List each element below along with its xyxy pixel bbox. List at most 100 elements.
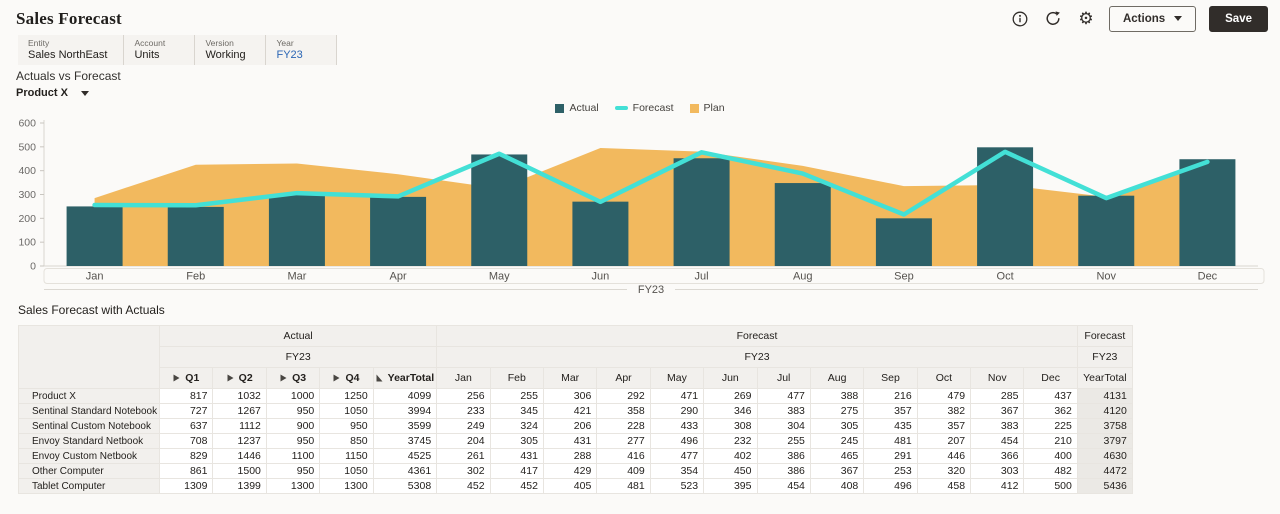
grid-cell[interactable]: 1309 xyxy=(159,478,214,494)
grid-cell[interactable]: 829 xyxy=(159,448,214,464)
grid-cell[interactable]: 1112 xyxy=(212,418,267,434)
grid-cell[interactable]: 481 xyxy=(863,433,918,449)
grid-cell-yeartotal[interactable]: 4120 xyxy=(1076,403,1133,419)
grid-cell[interactable]: 204 xyxy=(436,433,491,449)
grid-cell[interactable]: 1032 xyxy=(212,388,267,404)
grid-cell[interactable]: 4525 xyxy=(372,448,438,464)
grid-cell[interactable]: 228 xyxy=(596,418,651,434)
grid-cell[interactable]: 481 xyxy=(596,478,651,494)
save-button[interactable]: Save xyxy=(1209,5,1268,32)
grid-cell[interactable]: 306 xyxy=(542,388,598,404)
grid-cell[interactable]: 5308 xyxy=(372,478,438,494)
grid-cell[interactable]: 245 xyxy=(809,433,865,449)
grid-cell[interactable]: 362 xyxy=(1023,403,1078,419)
grid-cell-yeartotal[interactable]: 3797 xyxy=(1076,433,1133,449)
grid-cell[interactable]: 1300 xyxy=(319,478,374,494)
grid-cell[interactable]: 290 xyxy=(649,403,705,419)
grid-cell[interactable]: 408 xyxy=(809,478,865,494)
grid-cell[interactable]: 402 xyxy=(703,448,758,464)
column-header-apr[interactable]: Apr xyxy=(596,367,651,389)
grid-cell[interactable]: 382 xyxy=(916,403,972,419)
legend-item-plan[interactable]: Plan xyxy=(689,102,725,114)
grid-cell[interactable]: 405 xyxy=(542,478,598,494)
grid-cell[interactable]: 429 xyxy=(542,463,598,479)
grid-cell[interactable]: 277 xyxy=(596,433,651,449)
column-header-nov[interactable]: Nov xyxy=(970,367,1025,389)
grid-cell[interactable]: 433 xyxy=(649,418,705,434)
grid-cell-yeartotal[interactable]: 3758 xyxy=(1076,418,1133,434)
grid-cell[interactable]: 850 xyxy=(319,433,374,449)
grid-cell[interactable]: 358 xyxy=(596,403,651,419)
row-header-envoy-standard-netbook[interactable]: Envoy Standard Netbook xyxy=(17,433,161,449)
row-header-tablet-computer[interactable]: Tablet Computer xyxy=(17,478,161,494)
grid-cell[interactable]: 950 xyxy=(265,403,321,419)
pov-segment-version[interactable]: Version Working xyxy=(195,35,267,65)
actions-button[interactable]: Actions xyxy=(1108,5,1197,32)
grid-cell[interactable]: 308 xyxy=(703,418,758,434)
grid-cell[interactable]: 416 xyxy=(596,448,651,464)
grid-cell[interactable]: 1399 xyxy=(212,478,267,494)
grid-cell[interactable]: 292 xyxy=(596,388,651,404)
grid-cell[interactable]: 477 xyxy=(756,388,811,404)
grid-cell[interactable]: 210 xyxy=(1023,433,1078,449)
actual-bar-aug[interactable] xyxy=(774,183,831,266)
pov-segment-account[interactable]: Account Units xyxy=(124,35,196,65)
grid-cell[interactable]: 454 xyxy=(970,433,1025,449)
row-header-product-x[interactable]: Product X xyxy=(17,388,161,404)
grid-cell[interactable]: 269 xyxy=(703,388,758,404)
product-member-selector[interactable]: Product X xyxy=(16,87,89,99)
grid-cell[interactable]: 345 xyxy=(489,403,544,419)
grid-cell[interactable]: 225 xyxy=(1023,418,1078,434)
grid-cell[interactable]: 4361 xyxy=(372,463,438,479)
column-header-q4[interactable]: Q4 xyxy=(319,367,374,389)
grid-cell[interactable]: 324 xyxy=(489,418,544,434)
month-axis-band[interactable] xyxy=(43,268,1265,284)
grid-cell[interactable]: 354 xyxy=(649,463,705,479)
grid-cell[interactable]: 357 xyxy=(916,418,972,434)
grid-cell[interactable]: 523 xyxy=(649,478,705,494)
grid-cell-yeartotal[interactable]: 4630 xyxy=(1076,448,1133,464)
grid-cell[interactable]: 496 xyxy=(863,478,918,494)
actual-bar-jan[interactable] xyxy=(66,206,123,266)
column-header-jun[interactable]: Jun xyxy=(703,367,758,389)
grid-cell[interactable]: 950 xyxy=(265,433,321,449)
grid-cell[interactable]: 1050 xyxy=(319,463,374,479)
grid-cell[interactable]: 1100 xyxy=(265,448,321,464)
grid-cell-yeartotal[interactable]: 4472 xyxy=(1076,463,1133,479)
grid-cell[interactable]: 1300 xyxy=(265,478,321,494)
expand-icon[interactable] xyxy=(227,373,234,385)
grid-cell[interactable]: 395 xyxy=(703,478,758,494)
grid-cell[interactable]: 1267 xyxy=(212,403,267,419)
grid-cell[interactable]: 452 xyxy=(436,478,491,494)
collapse-icon[interactable] xyxy=(376,373,383,385)
legend-item-actual[interactable]: Actual xyxy=(555,102,599,114)
grid-cell[interactable]: 637 xyxy=(159,418,214,434)
grid-cell[interactable]: 357 xyxy=(863,403,918,419)
actual-bar-sep[interactable] xyxy=(875,218,932,266)
grid-cell[interactable]: 1500 xyxy=(212,463,267,479)
grid-cell[interactable]: 900 xyxy=(265,418,321,434)
grid-cell[interactable]: 275 xyxy=(809,403,865,419)
grid-cell[interactable]: 302 xyxy=(436,463,491,479)
grid-cell[interactable]: 1446 xyxy=(212,448,267,464)
grid-cell[interactable]: 288 xyxy=(542,448,598,464)
column-header-may[interactable]: May xyxy=(649,367,705,389)
info-icon[interactable] xyxy=(1010,9,1030,29)
grid-cell[interactable]: 207 xyxy=(916,433,972,449)
grid-cell[interactable]: 285 xyxy=(970,388,1025,404)
expand-icon[interactable] xyxy=(280,373,287,385)
grid-cell[interactable]: 421 xyxy=(542,403,598,419)
actual-bar-feb[interactable] xyxy=(167,206,224,266)
grid-cell[interactable]: 383 xyxy=(970,418,1025,434)
grid-cell[interactable]: 303 xyxy=(970,463,1025,479)
grid-cell-yeartotal[interactable]: 5436 xyxy=(1076,478,1133,494)
grid-cell[interactable]: 708 xyxy=(159,433,214,449)
column-header-q2[interactable]: Q2 xyxy=(212,367,267,389)
column-header-sep[interactable]: Sep xyxy=(863,367,918,389)
actual-bar-jun[interactable] xyxy=(572,201,629,266)
column-header-yeartotal[interactable]: YearTotal xyxy=(1076,367,1133,389)
row-header-other-computer[interactable]: Other Computer xyxy=(17,463,161,479)
grid-cell[interactable]: 255 xyxy=(756,433,811,449)
grid-cell[interactable]: 216 xyxy=(863,388,918,404)
grid-cell[interactable]: 366 xyxy=(970,448,1025,464)
